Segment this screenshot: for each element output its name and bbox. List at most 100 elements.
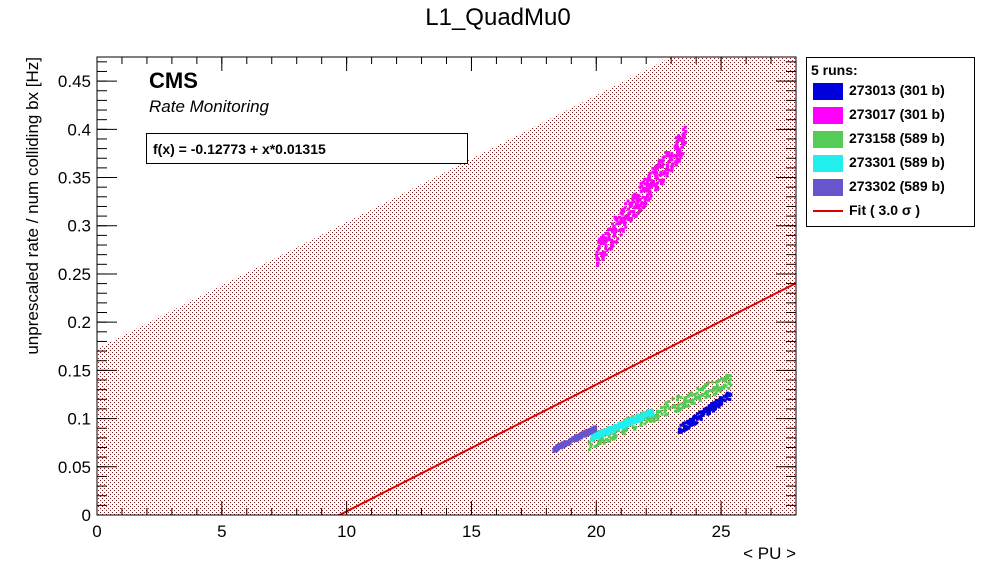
legend-label: 273158 (589 b) xyxy=(849,130,945,146)
data-point xyxy=(662,172,666,176)
data-point xyxy=(621,220,625,224)
data-point xyxy=(593,427,597,431)
data-point xyxy=(651,413,655,417)
y-tick-label: 0.3 xyxy=(67,217,91,236)
data-point xyxy=(664,401,668,405)
data-point xyxy=(704,406,708,410)
data-point xyxy=(675,398,679,402)
data-point xyxy=(607,238,611,242)
data-point xyxy=(616,237,620,241)
fit-sigma-band xyxy=(97,57,796,515)
data-point xyxy=(647,177,651,181)
data-point xyxy=(629,210,633,214)
data-point xyxy=(604,253,608,257)
data-point xyxy=(684,404,688,408)
data-point xyxy=(713,387,717,391)
data-point xyxy=(583,430,587,434)
data-point xyxy=(639,423,643,427)
y-tick-label: 0 xyxy=(82,506,91,525)
data-point xyxy=(707,404,711,408)
data-point xyxy=(562,442,566,446)
data-point xyxy=(705,393,709,397)
data-point xyxy=(604,437,608,441)
data-point xyxy=(673,145,677,149)
data-point xyxy=(676,137,680,141)
data-point xyxy=(608,227,612,231)
data-point xyxy=(717,403,721,407)
data-point xyxy=(698,411,702,415)
data-point xyxy=(599,430,603,434)
data-point xyxy=(675,140,679,144)
data-point xyxy=(654,188,658,192)
data-point xyxy=(594,432,598,436)
legend-item-273301: 273301 (589 b) xyxy=(811,152,971,174)
data-point xyxy=(633,196,637,200)
data-point xyxy=(690,420,694,424)
data-point xyxy=(651,416,655,420)
data-point xyxy=(622,432,626,436)
data-point xyxy=(698,397,702,401)
data-point xyxy=(645,181,649,185)
data-point xyxy=(698,388,702,392)
data-point xyxy=(716,380,720,384)
data-point xyxy=(679,153,683,157)
data-point xyxy=(613,216,617,220)
data-point xyxy=(683,424,687,428)
data-point xyxy=(613,434,617,438)
data-point xyxy=(589,442,593,446)
data-point xyxy=(660,412,664,416)
data-point xyxy=(694,422,698,426)
data-point xyxy=(715,398,719,402)
data-point xyxy=(643,422,647,426)
data-point xyxy=(681,133,685,137)
data-point xyxy=(676,149,680,153)
data-point xyxy=(687,394,691,398)
data-point xyxy=(708,394,712,398)
data-point xyxy=(649,185,653,189)
data-point xyxy=(671,162,675,166)
data-point xyxy=(636,417,640,421)
data-point xyxy=(677,403,681,407)
data-point xyxy=(612,433,616,437)
x-tick-label: 15 xyxy=(462,522,481,541)
data-point xyxy=(621,227,625,231)
data-point xyxy=(656,187,660,191)
data-point xyxy=(627,207,631,211)
data-point xyxy=(609,243,613,247)
data-point xyxy=(649,419,653,423)
data-point xyxy=(676,405,680,409)
data-point xyxy=(654,168,658,172)
data-point xyxy=(665,163,669,167)
data-point xyxy=(684,421,688,425)
data-point xyxy=(596,442,600,446)
legend-label: 273301 (589 b) xyxy=(849,154,945,170)
data-point xyxy=(634,214,638,218)
data-point xyxy=(608,428,612,432)
data-point xyxy=(679,423,683,427)
data-point xyxy=(610,245,614,249)
data-point xyxy=(675,160,679,164)
data-point xyxy=(655,412,659,416)
data-point xyxy=(601,233,605,237)
data-point xyxy=(612,435,616,439)
y-tick-label: 0.35 xyxy=(58,169,91,188)
data-point xyxy=(636,211,640,215)
data-point xyxy=(616,426,620,430)
data-point xyxy=(652,418,656,422)
data-point xyxy=(655,409,659,413)
data-point xyxy=(617,215,621,219)
data-point xyxy=(632,200,636,204)
data-point xyxy=(698,414,702,418)
data-point xyxy=(654,415,658,419)
data-point xyxy=(706,381,710,385)
data-point xyxy=(628,211,632,215)
data-point xyxy=(654,174,658,178)
data-point xyxy=(599,437,603,441)
y-tick-label: 0.45 xyxy=(58,72,91,91)
data-point xyxy=(552,448,556,452)
data-point xyxy=(675,146,679,150)
legend-swatch xyxy=(813,131,843,148)
data-point xyxy=(646,193,650,197)
x-tick-label: 0 xyxy=(92,522,101,541)
data-point xyxy=(721,398,725,402)
